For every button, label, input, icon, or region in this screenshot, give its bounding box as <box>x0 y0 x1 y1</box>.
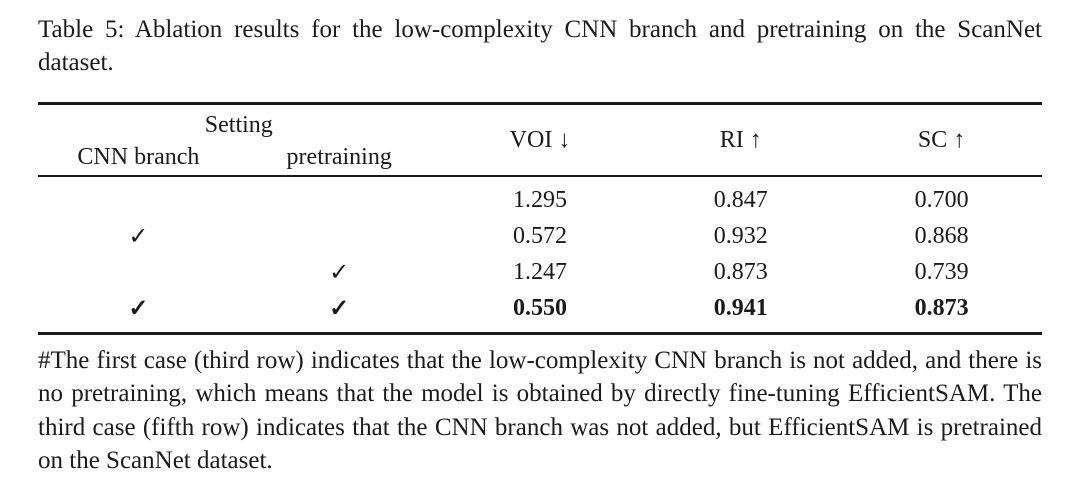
table-row: 1.295 0.847 0.700 <box>38 176 1042 218</box>
column-header-voi: VOI ↓ <box>440 104 641 177</box>
sc-label: SC <box>917 126 948 153</box>
column-header-pretraining: pretraining <box>286 143 392 170</box>
cell-voi: 1.247 <box>512 258 567 285</box>
checkmark-icon: ✓ <box>329 259 350 286</box>
table-header: Setting VOI ↓ RI ↑ SC ↑ CNN branch pretrain… <box>38 104 1042 176</box>
header-row-setting: Setting VOI ↓ RI ↑ SC ↑ <box>38 104 1042 153</box>
cell-cnn-branch: ✓ <box>38 218 239 254</box>
column-header-ri: RI ↑ <box>640 104 841 177</box>
ablation-table: Setting VOI ↓ RI ↑ SC ↑ CNN branch pretrain… <box>38 102 1042 335</box>
cell-ri: 0.941 <box>713 294 768 321</box>
up-arrow-icon: ↑ <box>749 126 762 153</box>
column-header-cnn-branch: CNN branch <box>77 143 200 170</box>
cell-ri: 0.873 <box>713 258 768 285</box>
cell-pretraining: ✓ <box>239 290 440 334</box>
up-arrow-icon: ↑ <box>953 126 966 153</box>
cell-sc: 0.700 <box>914 186 969 213</box>
checkmark-icon: ✓ <box>329 295 350 322</box>
cell-ri: 0.847 <box>713 186 768 213</box>
column-header-sc: SC ↑ <box>841 104 1042 177</box>
ri-label: RI <box>719 126 744 153</box>
cell-voi: 0.572 <box>512 222 567 249</box>
cell-voi: 1.295 <box>512 186 567 213</box>
cell-sc: 0.868 <box>914 222 969 249</box>
checkmark-icon: ✓ <box>128 295 149 322</box>
cell-pretraining <box>239 176 440 218</box>
table-row: ✓ 1.247 0.873 0.739 <box>38 254 1042 290</box>
table-row-best: ✓ ✓ 0.550 0.941 0.873 <box>38 290 1042 334</box>
cell-voi: 0.550 <box>512 294 567 321</box>
cell-cnn-branch <box>38 176 239 218</box>
header-row-subcolumns: CNN branch pretraining <box>38 139 1042 176</box>
cell-sc: 0.873 <box>914 294 969 321</box>
voi-label: VOI <box>509 126 553 153</box>
checkmark-icon: ✓ <box>128 223 149 250</box>
cell-cnn-branch: ✓ <box>38 290 239 334</box>
table-caption: Table 5: Ablation results for the low-co… <box>38 16 1042 76</box>
down-arrow-icon: ↓ <box>558 126 571 153</box>
cell-ri: 0.932 <box>713 222 768 249</box>
setting-group-header: Setting <box>204 112 273 138</box>
cell-cnn-branch <box>38 254 239 290</box>
cell-pretraining <box>239 218 440 254</box>
cell-pretraining: ✓ <box>239 254 440 290</box>
table-row: ✓ 0.572 0.932 0.868 <box>38 218 1042 254</box>
table-footnote: #The first case (third row) indicates th… <box>38 347 1042 474</box>
table-body: 1.295 0.847 0.700 ✓ 0.572 0.932 0.868 ✓ … <box>38 176 1042 334</box>
cell-sc: 0.739 <box>914 258 969 285</box>
